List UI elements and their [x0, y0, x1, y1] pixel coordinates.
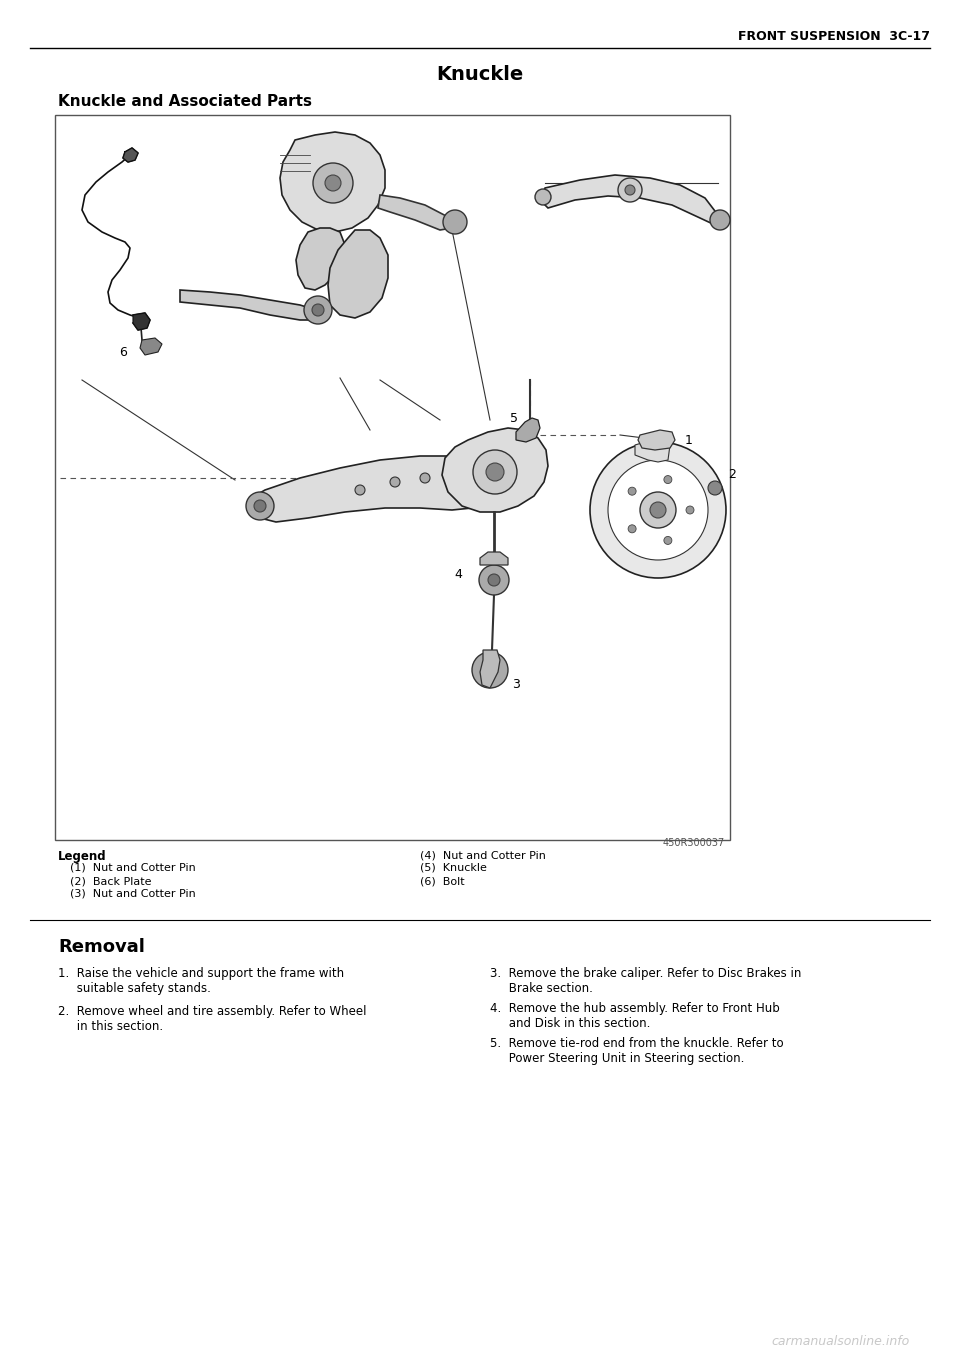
Circle shape — [492, 479, 502, 489]
Text: 4: 4 — [454, 569, 462, 581]
Text: Knuckle: Knuckle — [437, 64, 523, 83]
Circle shape — [488, 574, 500, 587]
Circle shape — [254, 500, 266, 512]
Polygon shape — [378, 196, 452, 230]
Polygon shape — [133, 312, 150, 330]
Circle shape — [628, 488, 636, 496]
Circle shape — [325, 175, 341, 191]
Polygon shape — [480, 650, 500, 689]
Text: 3: 3 — [512, 679, 520, 691]
Text: Removal: Removal — [58, 938, 145, 956]
Circle shape — [590, 441, 726, 579]
Polygon shape — [638, 430, 675, 449]
Circle shape — [472, 652, 508, 689]
Text: FRONT SUSPENSION  3C-17: FRONT SUSPENSION 3C-17 — [738, 30, 930, 42]
Text: 3.  Remove the brake caliper. Refer to Disc Brakes in
     Brake section.: 3. Remove the brake caliper. Refer to Di… — [490, 967, 802, 995]
Text: 2.  Remove wheel and tire assembly. Refer to Wheel
     in this section.: 2. Remove wheel and tire assembly. Refer… — [58, 1005, 367, 1033]
Circle shape — [355, 485, 365, 496]
Text: 5.  Remove tie-rod end from the knuckle. Refer to
     Power Steering Unit in St: 5. Remove tie-rod end from the knuckle. … — [490, 1038, 783, 1065]
Circle shape — [486, 473, 508, 496]
Circle shape — [625, 185, 635, 196]
Text: (6)  Bolt: (6) Bolt — [420, 876, 465, 885]
Text: (5)  Knuckle: (5) Knuckle — [420, 862, 487, 873]
Polygon shape — [180, 291, 316, 320]
Circle shape — [473, 449, 517, 494]
Polygon shape — [280, 132, 385, 232]
Polygon shape — [296, 228, 345, 291]
Circle shape — [628, 524, 636, 532]
Circle shape — [312, 304, 324, 316]
Polygon shape — [516, 418, 540, 441]
Circle shape — [479, 565, 509, 595]
Circle shape — [686, 507, 694, 513]
Circle shape — [483, 663, 497, 678]
Bar — [55, 115, 730, 841]
Text: 5: 5 — [510, 411, 518, 425]
Text: 1: 1 — [685, 433, 693, 447]
Text: (1)  Nut and Cotter Pin: (1) Nut and Cotter Pin — [70, 862, 196, 873]
Circle shape — [486, 463, 504, 481]
Polygon shape — [480, 551, 508, 565]
Text: (3)  Nut and Cotter Pin: (3) Nut and Cotter Pin — [70, 889, 196, 899]
Text: (2)  Back Plate: (2) Back Plate — [70, 876, 152, 885]
Text: 1.  Raise the vehicle and support the frame with
     suitable safety stands.: 1. Raise the vehicle and support the fra… — [58, 967, 344, 995]
Circle shape — [640, 492, 676, 528]
Polygon shape — [255, 456, 505, 521]
Circle shape — [313, 163, 353, 202]
Text: 4.  Remove the hub assembly. Refer to Front Hub
     and Disk in this section.: 4. Remove the hub assembly. Refer to Fro… — [490, 1002, 780, 1029]
Polygon shape — [140, 338, 162, 354]
Text: carmanualsonline.info: carmanualsonline.info — [772, 1335, 910, 1348]
Circle shape — [710, 210, 730, 230]
Circle shape — [608, 460, 708, 559]
Circle shape — [246, 492, 274, 520]
Circle shape — [664, 536, 672, 545]
Circle shape — [420, 473, 430, 483]
Text: 2: 2 — [728, 469, 736, 482]
Polygon shape — [442, 428, 548, 512]
Polygon shape — [635, 441, 670, 462]
Text: Legend: Legend — [58, 850, 107, 862]
Polygon shape — [123, 148, 138, 162]
Circle shape — [304, 296, 332, 325]
Circle shape — [443, 210, 467, 234]
Text: 6: 6 — [119, 346, 127, 360]
Text: Knuckle and Associated Parts: Knuckle and Associated Parts — [58, 95, 312, 110]
Text: (4)  Nut and Cotter Pin: (4) Nut and Cotter Pin — [420, 850, 546, 860]
Circle shape — [650, 502, 666, 517]
Polygon shape — [328, 230, 388, 318]
Text: 450R300037: 450R300037 — [662, 838, 725, 847]
Circle shape — [618, 178, 642, 202]
Circle shape — [390, 477, 400, 488]
Polygon shape — [540, 175, 718, 225]
Circle shape — [535, 189, 551, 205]
Circle shape — [708, 481, 722, 496]
Circle shape — [664, 475, 672, 483]
